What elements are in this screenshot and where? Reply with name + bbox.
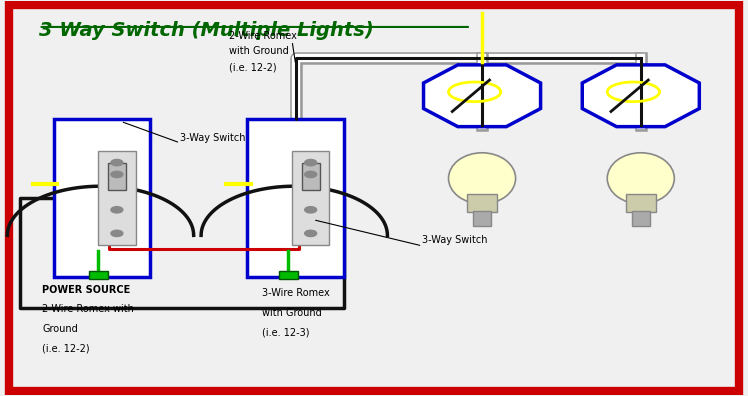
Text: 2-Wire Romex: 2-Wire Romex xyxy=(229,31,296,41)
Text: 3-Way Switch: 3-Way Switch xyxy=(180,133,246,143)
Text: 3-Way Switch: 3-Way Switch xyxy=(423,235,488,245)
Bar xyxy=(88,271,108,279)
Bar xyxy=(292,151,329,245)
Polygon shape xyxy=(582,65,699,127)
Bar xyxy=(468,194,497,212)
Bar xyxy=(301,163,319,190)
Ellipse shape xyxy=(449,153,515,204)
Polygon shape xyxy=(423,65,541,127)
Text: 2-Wire Romex with: 2-Wire Romex with xyxy=(43,304,134,314)
Circle shape xyxy=(111,160,123,166)
Text: with Ground: with Ground xyxy=(263,308,322,318)
Circle shape xyxy=(304,207,316,213)
Bar xyxy=(98,151,135,245)
FancyBboxPatch shape xyxy=(54,119,150,277)
Circle shape xyxy=(304,230,316,236)
Text: (i.e. 12-3): (i.e. 12-3) xyxy=(263,328,310,338)
Text: 3-Wire Romex: 3-Wire Romex xyxy=(263,288,330,299)
Bar xyxy=(108,163,126,190)
Text: 3 Way Switch (Multiple Lights): 3 Way Switch (Multiple Lights) xyxy=(39,21,373,40)
Circle shape xyxy=(304,171,316,177)
Bar xyxy=(632,211,650,226)
Bar xyxy=(473,211,491,226)
Text: (i.e. 12-2): (i.e. 12-2) xyxy=(43,343,90,354)
Circle shape xyxy=(111,171,123,177)
Text: POWER SOURCE: POWER SOURCE xyxy=(43,284,131,295)
Bar xyxy=(278,271,298,279)
Text: (i.e. 12-2): (i.e. 12-2) xyxy=(229,62,276,72)
Circle shape xyxy=(111,207,123,213)
Text: with Ground: with Ground xyxy=(229,46,289,57)
Ellipse shape xyxy=(607,153,675,204)
FancyBboxPatch shape xyxy=(248,119,344,277)
Text: Ground: Ground xyxy=(43,324,78,334)
Circle shape xyxy=(111,230,123,236)
Bar xyxy=(626,194,656,212)
FancyBboxPatch shape xyxy=(9,5,739,391)
Circle shape xyxy=(304,160,316,166)
